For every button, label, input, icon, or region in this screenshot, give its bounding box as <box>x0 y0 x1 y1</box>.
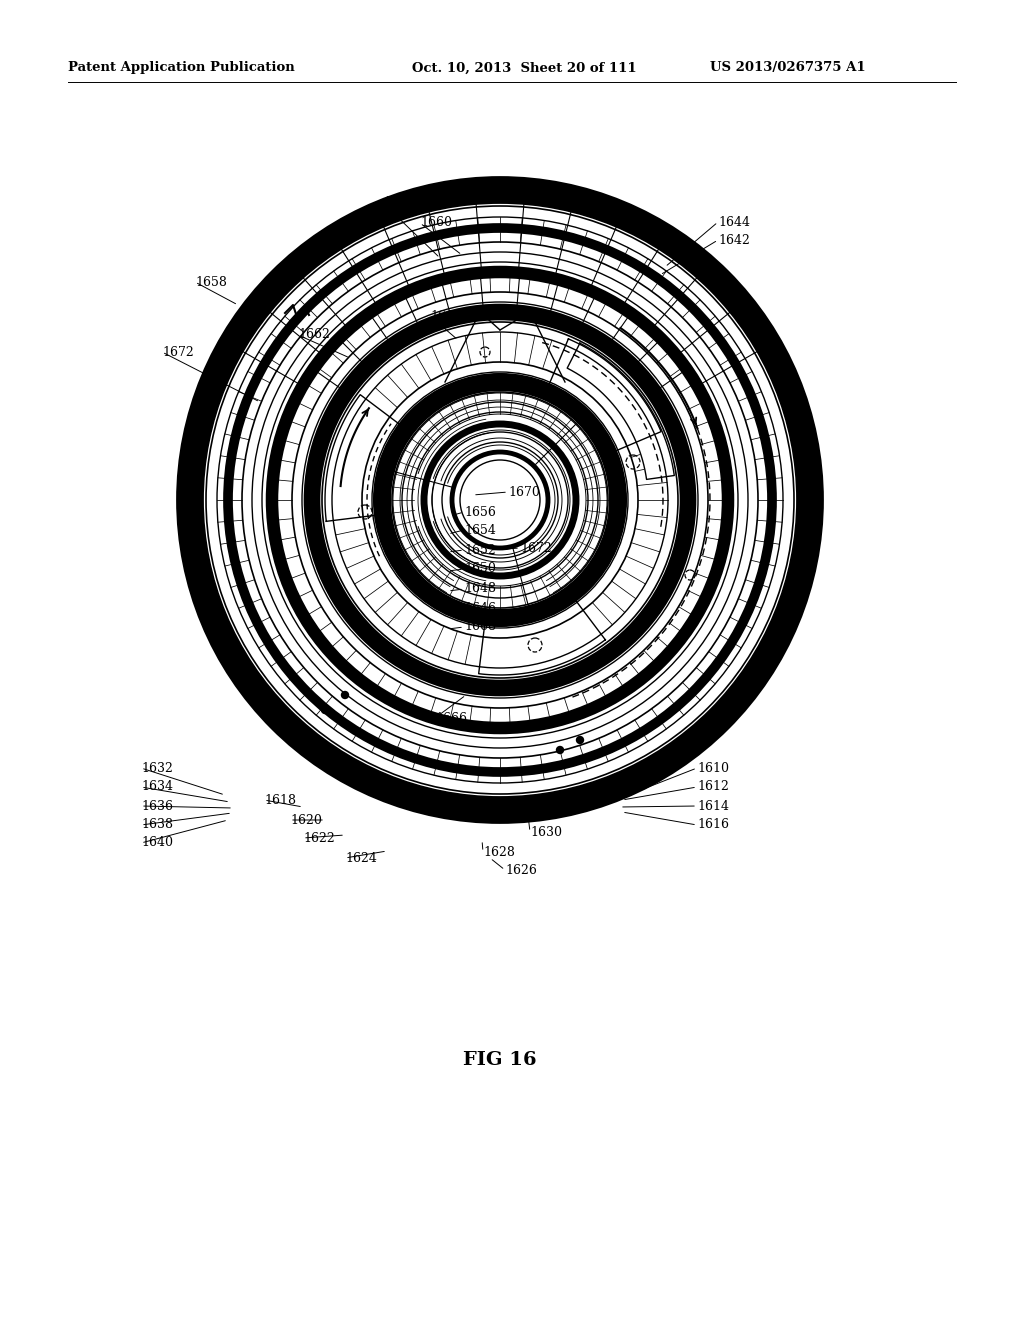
Text: 1614: 1614 <box>697 800 729 813</box>
Text: 1672: 1672 <box>162 346 194 359</box>
Text: 1654: 1654 <box>464 524 496 536</box>
Text: 1652: 1652 <box>464 544 496 557</box>
Text: 1620: 1620 <box>290 813 322 826</box>
Text: 1668: 1668 <box>464 620 496 634</box>
Text: 1616: 1616 <box>697 818 729 832</box>
Text: 1634: 1634 <box>141 780 173 793</box>
Text: 1612: 1612 <box>697 780 729 793</box>
Circle shape <box>322 706 329 714</box>
Text: 1618: 1618 <box>264 793 296 807</box>
Text: 1610: 1610 <box>697 762 729 775</box>
Text: 1648: 1648 <box>464 582 496 595</box>
Text: 1662: 1662 <box>298 329 330 342</box>
Text: Patent Application Publication: Patent Application Publication <box>68 62 295 74</box>
Text: 1666: 1666 <box>435 711 467 725</box>
Text: 1644: 1644 <box>718 215 750 228</box>
Text: 1664: 1664 <box>430 309 462 322</box>
Text: 1672: 1672 <box>520 541 552 554</box>
Polygon shape <box>567 343 674 479</box>
Text: FIG 16: FIG 16 <box>463 1051 537 1069</box>
Text: US 2013/0267375 A1: US 2013/0267375 A1 <box>710 62 865 74</box>
Text: 1622: 1622 <box>303 832 335 845</box>
Text: 1638: 1638 <box>141 818 173 832</box>
Text: 1628: 1628 <box>483 846 515 858</box>
Text: 1646: 1646 <box>464 602 496 615</box>
Text: 1632: 1632 <box>141 762 173 775</box>
Text: 1640: 1640 <box>141 837 173 850</box>
Text: 1636: 1636 <box>141 800 173 813</box>
Text: 1656: 1656 <box>464 506 496 519</box>
Text: 1624: 1624 <box>345 851 377 865</box>
Polygon shape <box>547 339 662 453</box>
Text: 1630: 1630 <box>530 825 562 838</box>
Circle shape <box>556 747 563 754</box>
Text: Oct. 10, 2013  Sheet 20 of 111: Oct. 10, 2013 Sheet 20 of 111 <box>412 62 637 74</box>
Text: 1670: 1670 <box>508 486 540 499</box>
Text: 1650: 1650 <box>464 562 496 576</box>
Text: 1660: 1660 <box>420 216 452 230</box>
Text: 1658: 1658 <box>195 276 227 289</box>
Text: 1626: 1626 <box>505 863 537 876</box>
Circle shape <box>341 692 348 698</box>
Text: 1642: 1642 <box>718 234 750 247</box>
Circle shape <box>577 737 584 743</box>
Polygon shape <box>478 595 605 675</box>
Polygon shape <box>325 395 404 521</box>
Text: 1656: 1656 <box>383 197 415 210</box>
